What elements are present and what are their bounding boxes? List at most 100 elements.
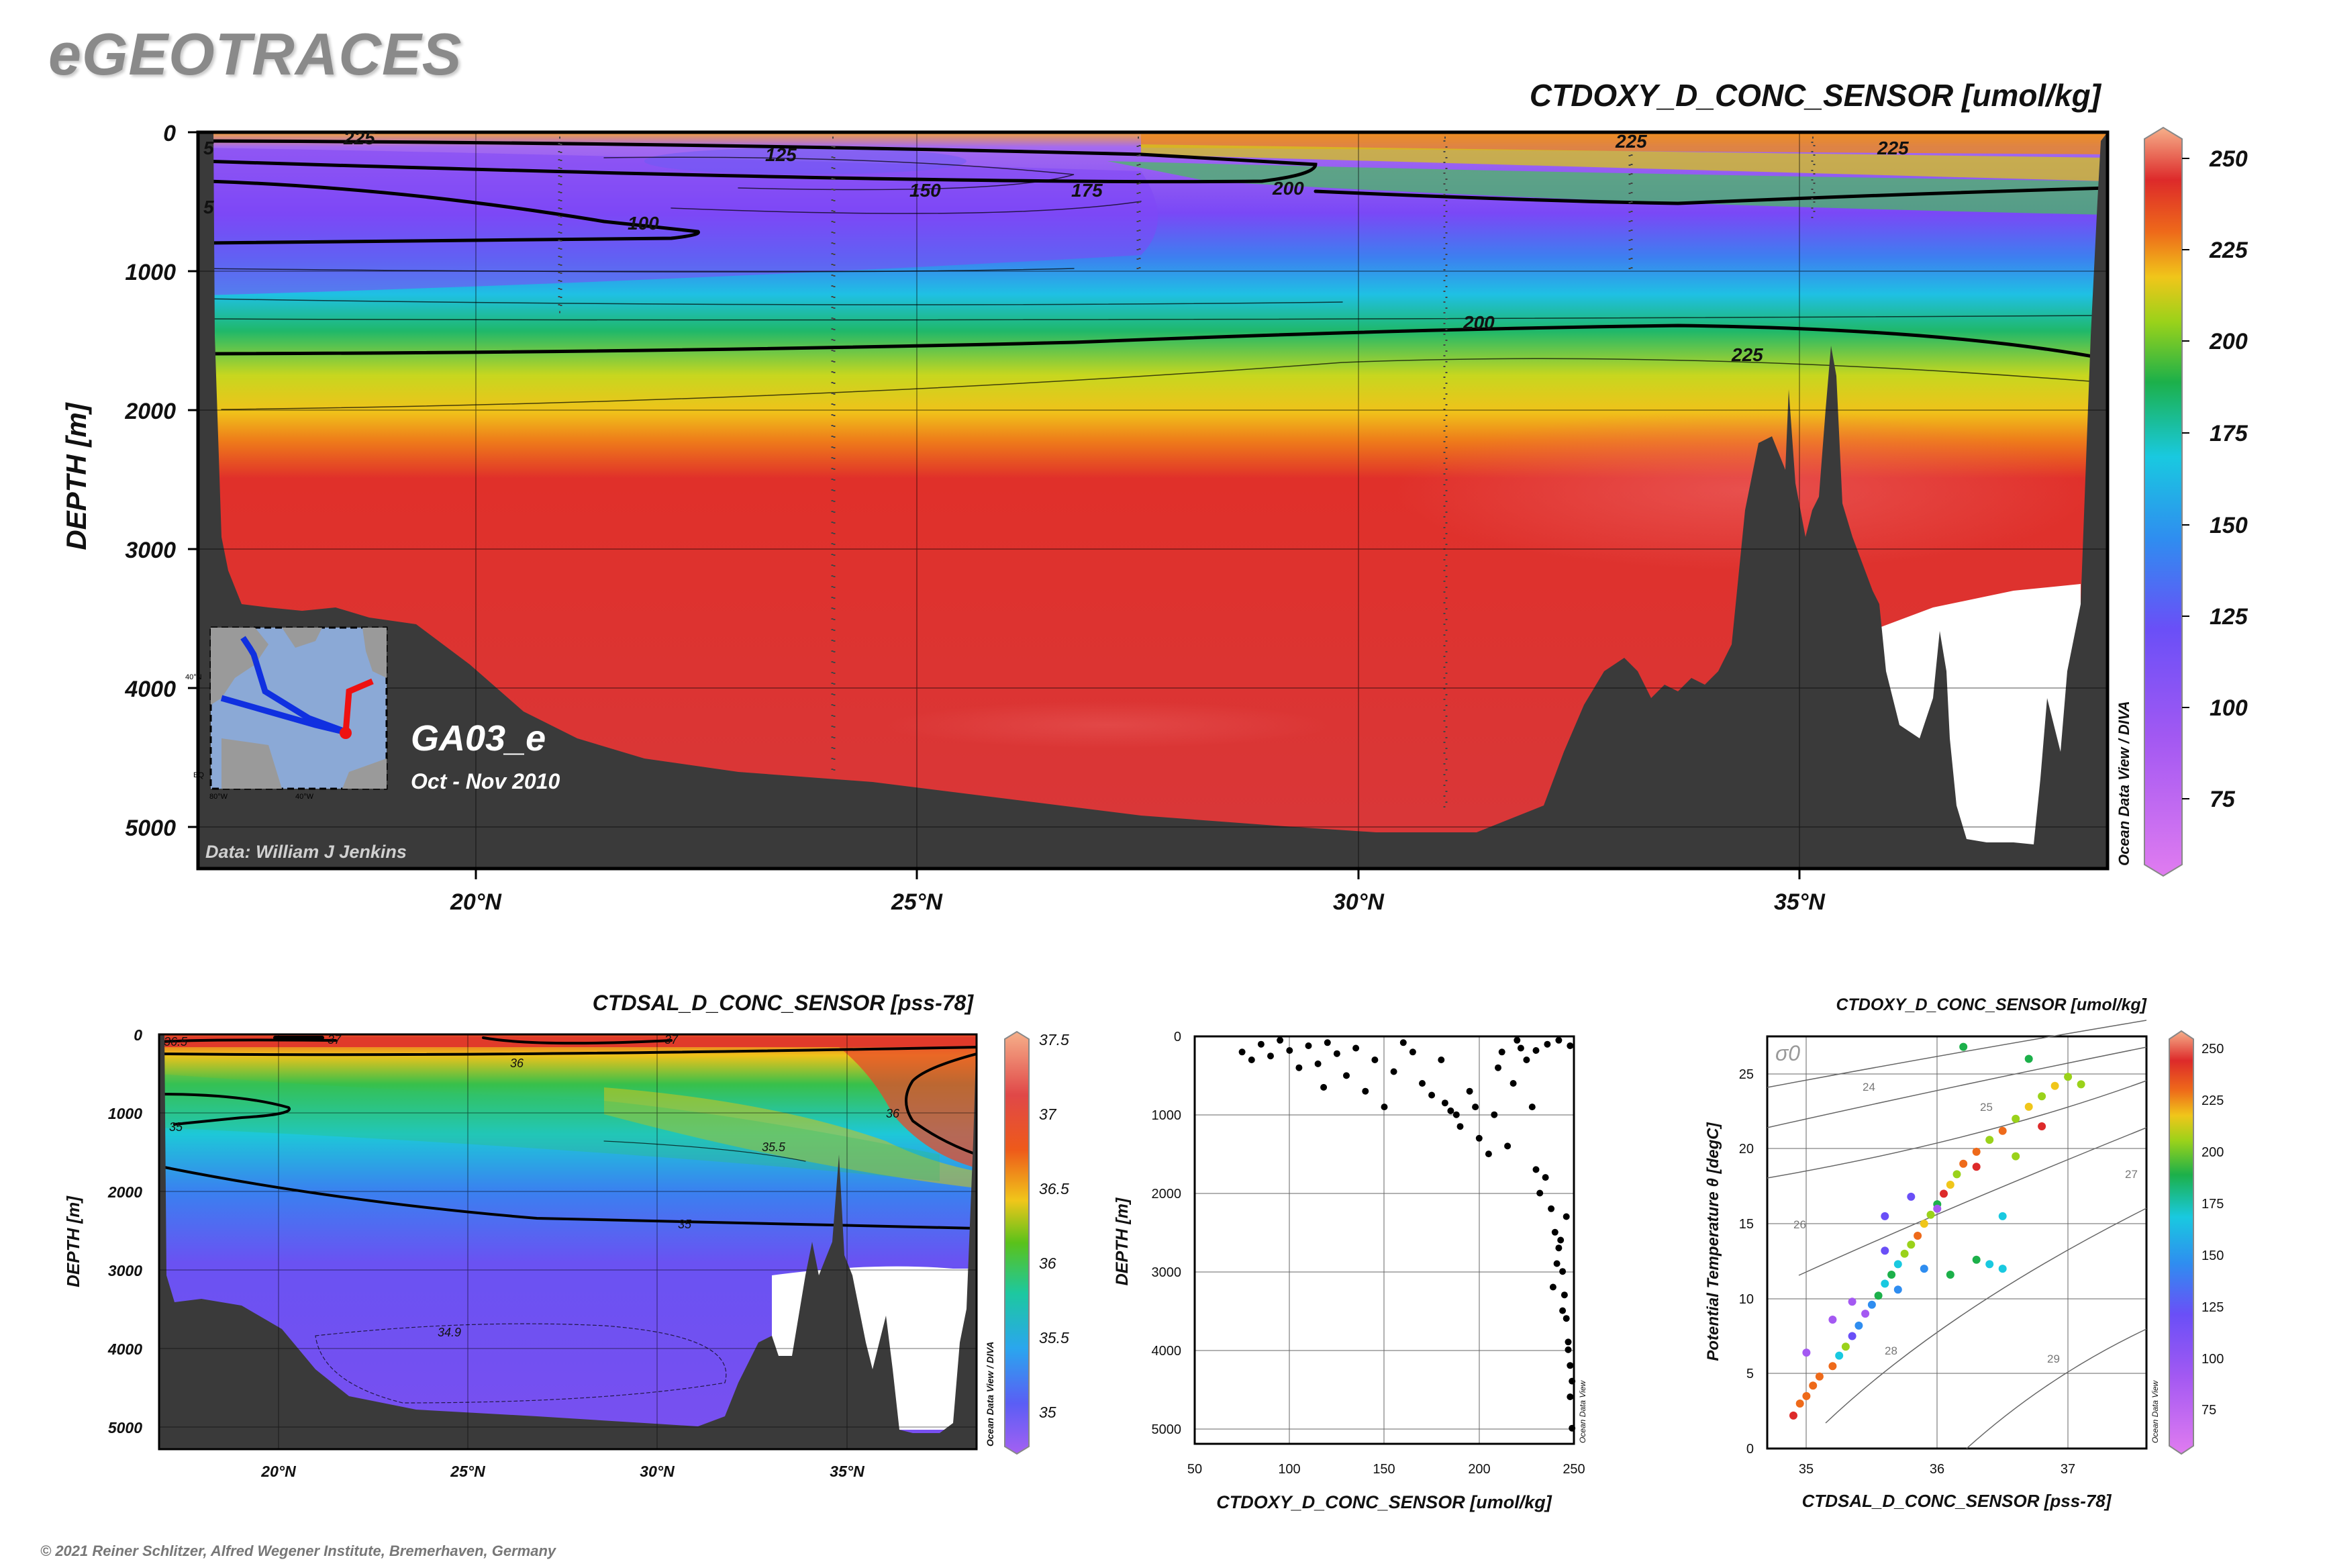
ts-diagram-chart: 24 25 26 27 28 29 σ0 35 36 37 0 5 10 15 … <box>1704 995 2160 1511</box>
svg-text:36.5: 36.5 <box>164 1035 188 1048</box>
svg-text:25: 25 <box>1980 1101 1993 1114</box>
xtick-label: 200 <box>1468 1462 1490 1477</box>
colorbar-tick: 125 <box>2210 604 2248 630</box>
ts-point <box>1998 1265 2007 1273</box>
ts-point <box>2077 1080 2085 1089</box>
profile-point <box>1409 1048 1416 1056</box>
ts-point <box>1985 1260 1994 1269</box>
svg-text:37: 37 <box>328 1033 342 1046</box>
ytick-label: 20 <box>1739 1142 1754 1157</box>
xtick-label: 30°N <box>1333 889 1385 915</box>
ts-point <box>1985 1136 1994 1144</box>
profile-point <box>1567 1393 1574 1400</box>
colorbar-tick: 35.5 <box>1039 1329 1069 1346</box>
profile-point <box>1567 1042 1574 1049</box>
profile-point <box>1561 1291 1568 1299</box>
ytick-label: 1000 <box>125 260 176 285</box>
ts-point <box>1972 1147 1981 1156</box>
colorbar-tick: 250 <box>2201 1042 2224 1057</box>
ts-point <box>2038 1092 2046 1101</box>
profile-point <box>1286 1047 1293 1054</box>
svg-text:35: 35 <box>678 1218 692 1231</box>
svg-text:5: 5 <box>203 138 214 158</box>
profile-point <box>1314 1060 1322 1067</box>
profile-point <box>1569 1377 1576 1385</box>
cruise-dates: Oct - Nov 2010 <box>411 769 560 793</box>
ts-point <box>1972 1255 1981 1264</box>
svg-text:125: 125 <box>765 144 797 165</box>
profile-point <box>1295 1064 1303 1071</box>
svg-text:29: 29 <box>2047 1353 2060 1365</box>
profile-point <box>1498 1048 1505 1056</box>
profile-point <box>1320 1083 1328 1091</box>
inset-lon-label: 80°W <box>209 793 228 801</box>
profile-point <box>1452 1111 1460 1118</box>
ytick-label: 0 <box>163 121 176 146</box>
bathymetry <box>159 1034 977 1449</box>
profile-point <box>1343 1072 1350 1079</box>
colorbar-tick: 100 <box>2201 1352 2224 1367</box>
isopycnal-lines <box>1767 1020 2147 1449</box>
odv-credit: Ocean Data View <box>1578 1380 1587 1443</box>
profile-point <box>1523 1057 1530 1063</box>
profile-point <box>1248 1057 1255 1063</box>
ts-point <box>2012 1152 2020 1161</box>
profile-point <box>1555 1244 1563 1252</box>
colorbar-tick: 175 <box>2201 1197 2224 1212</box>
svg-text:35: 35 <box>169 1120 183 1134</box>
ts-plot-frame <box>1766 1035 2148 1450</box>
svg-text:37: 37 <box>664 1033 679 1046</box>
ts-point <box>1926 1210 1935 1219</box>
contour-labels: 36.5 37 37 36 36 35 35.5 35 34.9 <box>164 1033 900 1339</box>
ytick-label: 5 <box>1746 1367 1754 1381</box>
colorbar-tick: 37.5 <box>1039 1031 1069 1048</box>
svg-text:26: 26 <box>1793 1218 1806 1231</box>
svg-text:27: 27 <box>2125 1168 2138 1181</box>
svg-text:28: 28 <box>1885 1344 1897 1357</box>
profile-point <box>1257 1040 1265 1048</box>
ytick-label: 25 <box>1739 1067 1754 1082</box>
ts-point <box>1907 1192 1916 1201</box>
ts-point <box>2012 1114 2020 1123</box>
ts-point <box>2024 1055 2033 1063</box>
colorbar-tick: 100 <box>2210 695 2248 721</box>
oxygen-section-chart: 0 1000 2000 3000 4000 5000 20°N 25°N 30°… <box>60 78 2132 915</box>
xtick-label: 20°N <box>260 1463 296 1480</box>
ytick-label: 5000 <box>125 816 176 841</box>
profile-point <box>1559 1307 1567 1314</box>
profile-point <box>1324 1039 1331 1046</box>
profile-point <box>1553 1260 1561 1267</box>
ts-point <box>1809 1381 1818 1390</box>
profile-point <box>1565 1346 1572 1353</box>
profile-point <box>1567 1362 1574 1369</box>
xtick-label: 35°N <box>1774 889 1826 915</box>
profile-point <box>1514 1036 1521 1044</box>
profile-point <box>1532 1047 1540 1054</box>
svg-text:100: 100 <box>628 213 659 234</box>
ts-point <box>1835 1351 1844 1360</box>
xtick-label: 36 <box>1930 1462 1944 1477</box>
y-axis-label: DEPTH [m] <box>1113 1197 1132 1285</box>
colorbar-tick: 150 <box>2201 1248 2224 1263</box>
ytick-label: 3000 <box>108 1262 142 1279</box>
profile-point <box>1485 1150 1492 1158</box>
y-axis-label: Potential Temperature θ [degC] <box>1704 1122 1722 1361</box>
ytick-label: 10 <box>1739 1292 1754 1307</box>
ytick-label: 15 <box>1739 1217 1754 1232</box>
ts-point <box>1952 1170 1961 1179</box>
ts-point <box>1867 1300 1876 1309</box>
ts-point <box>2038 1122 2046 1130</box>
bathymetry <box>198 132 2108 869</box>
ts-point <box>1940 1189 1948 1198</box>
xtick-label: 150 <box>1373 1462 1395 1477</box>
profile-point <box>1528 1104 1536 1111</box>
profile-point <box>1555 1036 1563 1044</box>
profile-point <box>1549 1283 1556 1291</box>
odv-credit: Ocean Data View / DIVA <box>2116 701 2132 866</box>
profile-point <box>1352 1044 1360 1052</box>
ts-point <box>1874 1291 1883 1300</box>
svg-text:175: 175 <box>1071 180 1103 201</box>
x-axis-label: CTDOXY_D_CONC_SENSOR [umol/kg] <box>1216 1492 1552 1512</box>
salinity-gridlines <box>159 1034 977 1449</box>
